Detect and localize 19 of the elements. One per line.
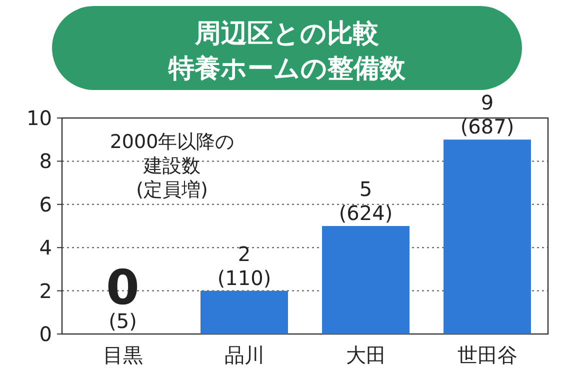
y-tick-label: 6 [39,192,52,216]
x-tick-label: 品川 [224,343,264,367]
data-label: 5 (624) [338,177,393,225]
y-tick-label: 2 [39,278,52,303]
chart-title: 周辺区との比較 [194,19,380,49]
data-label: 2 (110) [217,242,272,290]
y-tick-label: 10 [26,106,52,130]
x-tick-label: 世田谷 [457,343,518,367]
x-tick-label: 大田 [346,343,386,367]
y-tick-label: 0 [39,322,52,346]
annotation: 建設数 [142,155,200,177]
x-tick-label: 目黒 [102,343,143,367]
data-label: 0 (5) [106,260,140,333]
y-tick-label: 8 [39,149,52,174]
annotation: 2000年以降の [110,131,234,153]
data-label: 9 (687) [460,90,514,139]
y-tick-label: 4 [39,236,52,260]
chart-subtitle: 特養ホームの整備数 [168,54,406,84]
annotation: (定員増) [136,179,208,201]
